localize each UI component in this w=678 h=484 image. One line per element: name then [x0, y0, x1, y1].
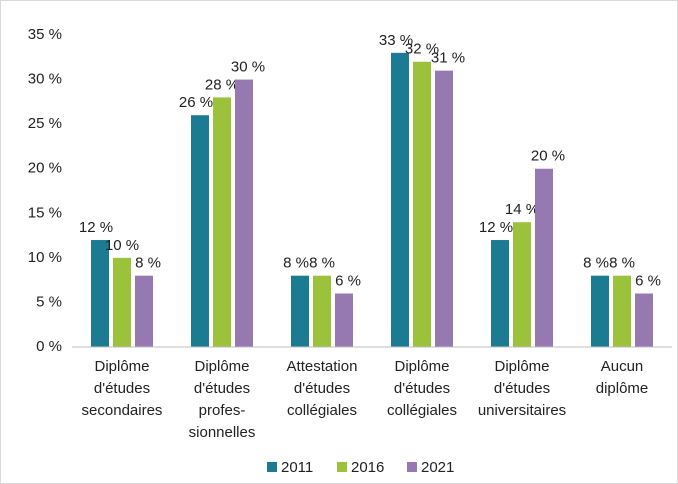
- legend-label: 2021: [421, 459, 454, 476]
- x-tick-label: d'études: [394, 380, 450, 397]
- legend-swatch: [337, 462, 347, 472]
- data-label: 6 %: [335, 272, 361, 289]
- bar: [435, 70, 453, 348]
- data-label: 8 %: [309, 255, 335, 272]
- x-tick-label: d'études: [194, 380, 250, 397]
- x-tick-label: Diplôme: [494, 358, 549, 375]
- data-label: 12 %: [479, 219, 513, 236]
- bar: [491, 240, 509, 347]
- x-tick-label: Attestation: [287, 358, 358, 375]
- data-label: 31 %: [431, 50, 465, 67]
- x-tick-label: Diplôme: [94, 358, 149, 375]
- bar: [91, 240, 109, 347]
- x-tick-label: d'études: [94, 380, 150, 397]
- data-label: 14 %: [505, 201, 539, 218]
- data-label: 6 %: [635, 272, 661, 289]
- bar: [635, 293, 653, 347]
- bar: [291, 275, 309, 347]
- bar: [413, 61, 431, 347]
- data-label: 30 %: [231, 59, 265, 76]
- bar: [513, 222, 531, 347]
- y-tick-label: 35 %: [28, 26, 62, 43]
- x-tick-label: Diplôme: [394, 358, 449, 375]
- data-label: 8 %: [135, 255, 161, 272]
- x-tick-label: d'études: [294, 380, 350, 397]
- y-tick-label: 20 %: [28, 160, 62, 177]
- x-tick-label: collégiales: [387, 402, 457, 419]
- bar: [135, 275, 153, 347]
- y-tick-label: 25 %: [28, 115, 62, 132]
- data-label: 33 %: [379, 32, 413, 49]
- x-tick-label: profes-: [199, 402, 246, 419]
- bar: [235, 79, 253, 348]
- bar: [535, 168, 553, 347]
- x-tick-label: diplôme: [596, 380, 649, 397]
- x-tick-label: sionnelles: [189, 424, 256, 441]
- data-label: 8 %: [583, 255, 609, 272]
- data-label: 28 %: [205, 76, 239, 93]
- bar: [113, 257, 131, 347]
- bar: [591, 275, 609, 347]
- bar: [335, 293, 353, 347]
- bar: [213, 97, 231, 348]
- data-label: 26 %: [179, 94, 213, 111]
- legend-label: 2016: [351, 459, 384, 476]
- x-tick-label: universitaires: [478, 402, 566, 419]
- data-label: 20 %: [531, 148, 565, 165]
- y-tick-label: 30 %: [28, 71, 62, 88]
- x-tick-label: d'études: [494, 380, 550, 397]
- y-tick-label: 0 %: [36, 338, 62, 355]
- y-tick-label: 15 %: [28, 204, 62, 221]
- bar: [613, 275, 631, 347]
- y-tick-label: 10 %: [28, 249, 62, 266]
- data-label: 8 %: [609, 255, 635, 272]
- data-label: 10 %: [105, 237, 139, 254]
- legend-swatch: [407, 462, 417, 472]
- y-tick-label: 5 %: [36, 293, 62, 310]
- data-label: 8 %: [283, 255, 309, 272]
- bar: [391, 52, 409, 347]
- bar: [313, 275, 331, 347]
- data-label: 12 %: [79, 219, 113, 236]
- data-label: 32 %: [405, 41, 439, 58]
- x-tick-label: secondaires: [82, 402, 163, 419]
- legend-label: 2011: [281, 459, 313, 476]
- x-tick-label: collégiales: [287, 402, 357, 419]
- x-tick-label: Aucun: [601, 358, 644, 375]
- legend-swatch: [267, 462, 277, 472]
- x-tick-label: Diplôme: [194, 358, 249, 375]
- bar: [191, 115, 209, 347]
